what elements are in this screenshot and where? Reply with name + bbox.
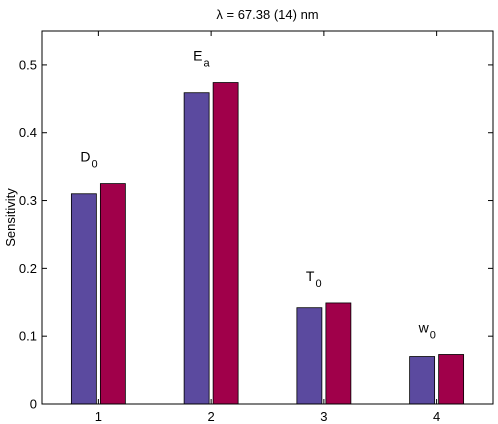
x-tick-label: 2 xyxy=(208,409,215,424)
y-axis-label: Sensitivity xyxy=(3,188,18,247)
annotation-subscript: 0 xyxy=(315,278,321,290)
bar-series1-cat1 xyxy=(70,193,97,405)
bar-series1-cat4 xyxy=(409,356,436,405)
annotation-main: w xyxy=(418,319,430,335)
bar-series2-cat1 xyxy=(99,183,126,405)
annotation-subscript: 0 xyxy=(430,329,436,341)
annotation-main: D xyxy=(80,149,90,165)
y-tick-label: 0.2 xyxy=(19,261,37,276)
annotation-subscript: 0 xyxy=(92,159,98,171)
chart-title: λ = 67.38 (14) nm xyxy=(216,7,318,22)
y-tick-label: 0.1 xyxy=(19,329,37,344)
y-tick-label: 0.4 xyxy=(19,125,37,140)
annotation-main: E xyxy=(193,48,202,64)
bar-series2-cat2 xyxy=(212,82,239,405)
bars-layer xyxy=(70,82,465,405)
x-tick-label: 4 xyxy=(433,409,440,424)
annotation-subscript: a xyxy=(203,58,210,70)
y-tick-label: 0.5 xyxy=(19,57,37,72)
annotation-main: T xyxy=(306,268,315,284)
y-tick-label: 0.3 xyxy=(19,193,37,208)
x-tick-label: 1 xyxy=(95,409,102,424)
bar-series2-cat3 xyxy=(325,302,352,405)
bar-series1-cat2 xyxy=(183,92,210,405)
plot-frame xyxy=(41,30,494,405)
x-tick-label: 3 xyxy=(320,409,327,424)
annotations-layer: D 0E aT 0w 0 xyxy=(80,48,436,342)
y-tick-label: 0 xyxy=(30,397,37,412)
bar-series1-cat3 xyxy=(296,307,323,405)
ticks-layer: 0 0.1 0.2 0.3 0.4 0.5 1 2 3 4 xyxy=(19,31,493,424)
bar-series2-cat4 xyxy=(438,354,465,405)
